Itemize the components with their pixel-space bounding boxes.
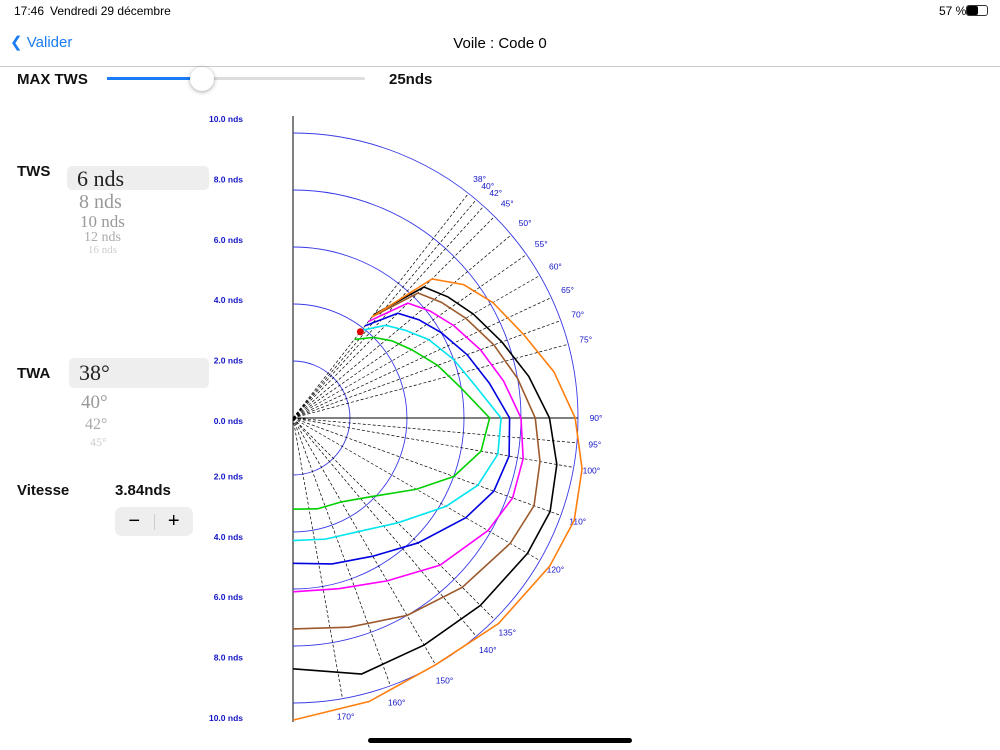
stepper-plus[interactable]: + [167, 510, 180, 532]
picker-option[interactable]: 16 nds [88, 244, 118, 255]
angle-label: 150° [436, 675, 454, 685]
angle-label: 160° [388, 698, 406, 708]
angle-spoke [292, 417, 561, 516]
polar-curve [292, 324, 502, 542]
angle-spoke [292, 417, 477, 637]
radius-label: 10.0 nds [209, 114, 243, 124]
angle-label: 110° [569, 517, 586, 527]
radius-label: 2.0 nds [214, 356, 244, 366]
picker-option[interactable]: 40° [81, 392, 108, 413]
angle-spoke [292, 234, 512, 419]
radius-label: 6.0 nds [214, 235, 244, 245]
angle-spoke [292, 216, 495, 419]
stepper-minus[interactable]: − [128, 510, 141, 532]
battery-icon [966, 5, 988, 16]
angle-label: 38° [473, 174, 486, 184]
polar-curve [292, 312, 511, 565]
selected-point [356, 328, 364, 336]
angle-spoke [292, 417, 574, 468]
angle-spoke [292, 417, 577, 444]
tws-picker[interactable]: 6 nds 8 nds 10 nds 12 nds 16 nds [67, 160, 209, 255]
max-tws-label: MAX TWS [17, 71, 88, 88]
polar-curve [292, 302, 524, 593]
angle-label: 60° [549, 262, 562, 272]
max-tws-value: 25nds [389, 71, 433, 88]
angle-spoke [292, 417, 436, 665]
picker-option[interactable]: 12 nds [84, 230, 121, 245]
home-indicator [368, 738, 632, 743]
picker-highlight [69, 358, 209, 388]
picker-option[interactable]: 10 nds [80, 212, 125, 231]
angle-label: 140° [479, 645, 497, 655]
nav-divider [0, 66, 1000, 67]
radius-label: 4.0 nds [214, 532, 244, 542]
angle-label: 40° [481, 181, 494, 191]
angle-spoke [292, 320, 561, 419]
twa-label: TWA [17, 365, 51, 382]
stepper: − + [115, 507, 193, 536]
polar-curve [292, 278, 583, 721]
angle-label: 170° [337, 711, 355, 721]
radius-label: 0.0 nds [214, 416, 244, 426]
back-button[interactable]: ❮ Valider [10, 34, 73, 51]
radius-label: 8.0 nds [214, 653, 244, 663]
speed-value: 3.84nds [115, 482, 171, 499]
angle-label: 42° [489, 188, 502, 198]
twa-picker[interactable]: 38° 40° 42° 45° [69, 356, 209, 451]
polar-curve [292, 292, 541, 630]
angle-spoke [292, 254, 527, 419]
speed-label: Vitesse [17, 482, 70, 499]
angle-label: 90° [590, 413, 603, 423]
angle-spoke [292, 275, 540, 419]
angle-label: 75° [579, 335, 592, 345]
angle-spoke [292, 193, 469, 419]
angle-spoke [292, 343, 569, 419]
polar-curve [292, 336, 491, 510]
radius-label: 6.0 nds [214, 592, 244, 602]
picker-highlight [67, 166, 209, 190]
slider-thumb[interactable] [190, 67, 214, 91]
picker-option[interactable]: 8 nds [79, 191, 122, 213]
angle-label: 95° [588, 439, 601, 449]
angle-label: 100° [583, 466, 601, 476]
angle-label: 50° [519, 218, 532, 228]
radius-label: 2.0 nds [214, 471, 244, 481]
status-date: Vendredi 29 décembre [50, 4, 171, 18]
angle-label: 65° [561, 285, 574, 295]
battery-text: 57 % [939, 4, 967, 18]
angle-label: 120° [547, 565, 565, 575]
nav-title: Voile : Code 0 [453, 35, 547, 52]
picker-option[interactable]: 45° [90, 435, 107, 449]
angle-spoke [292, 417, 495, 620]
radius-label: 8.0 nds [214, 174, 244, 184]
radius-label: 4.0 nds [214, 295, 244, 305]
angle-spoke [292, 417, 343, 699]
angle-label: 45° [501, 199, 514, 209]
radius-label: 10.0 nds [209, 713, 243, 723]
polar-curve [292, 286, 558, 675]
angle-label: 70° [571, 309, 584, 319]
status-time: 17:46 [14, 4, 45, 18]
angle-label: 135° [498, 627, 516, 637]
slider-track[interactable] [107, 77, 365, 80]
angle-label: 55° [535, 239, 548, 249]
picker-option[interactable]: 6 nds [77, 166, 125, 191]
angle-spoke [292, 417, 391, 686]
back-label[interactable]: Valider [26, 34, 73, 51]
tws-label: TWS [17, 163, 51, 180]
picker-option[interactable]: 38° [79, 360, 110, 385]
picker-option[interactable]: 42° [85, 416, 108, 433]
